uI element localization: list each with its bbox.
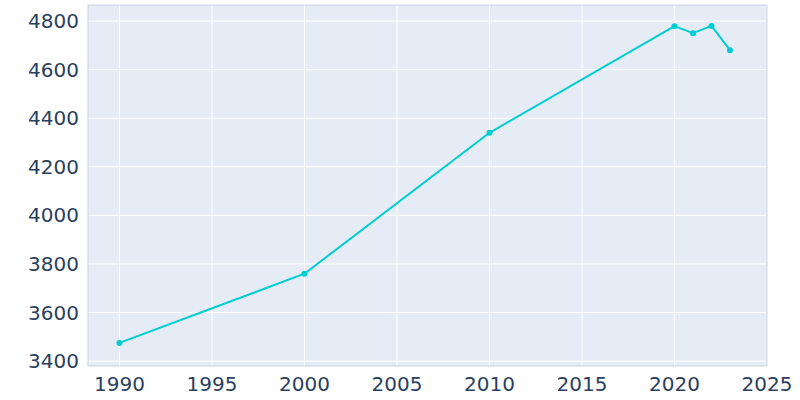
marker <box>690 30 696 36</box>
marker <box>708 23 714 29</box>
chart-svg: 1990 1995 2000 2005 2010 2015 2020 2025 3400 3600… <box>0 0 800 400</box>
line <box>119 26 730 343</box>
y-grid-line <box>88 263 767 264</box>
x-grid-line <box>396 5 397 366</box>
y-tick-label: 4400 <box>28 106 79 130</box>
x-tick-label: 1990 <box>94 372 145 396</box>
x-grid-line <box>674 5 675 366</box>
grid <box>88 5 767 366</box>
x-grid-line <box>581 5 582 366</box>
marker <box>301 271 307 277</box>
x-grid-line <box>211 5 212 366</box>
y-tick-label: 4000 <box>28 203 79 227</box>
y-grid-line <box>88 118 767 119</box>
x-tick-label: 1995 <box>187 372 238 396</box>
y-tick-label: 3800 <box>28 252 79 276</box>
y-tick-label: 3600 <box>28 301 79 325</box>
x-tick-label: 2025 <box>742 372 793 396</box>
y-grid-line <box>88 69 767 70</box>
y-grid-line <box>88 21 767 22</box>
x-grid-line <box>489 5 490 366</box>
x-grid-line <box>304 5 305 366</box>
series <box>116 23 733 346</box>
y-grid-line <box>88 166 767 167</box>
x-tick-label: 2020 <box>649 372 700 396</box>
x-tick-label: 2000 <box>279 372 330 396</box>
marker <box>486 130 492 136</box>
y-tick-label: 3400 <box>28 349 79 373</box>
y-grid-line <box>88 312 767 313</box>
plot-background <box>88 5 767 366</box>
y-grid-line <box>88 361 767 362</box>
marker <box>727 47 733 53</box>
x-tick-label: 2010 <box>464 372 515 396</box>
plot-frame <box>88 5 767 366</box>
y-grid-line <box>88 215 767 216</box>
chart-container: 1990 1995 2000 2005 2010 2015 2020 2025 3400 3600… <box>0 0 800 400</box>
tick-labels: 1990 1995 2000 2005 2010 2015 2020 2025 3400 3600… <box>28 9 792 396</box>
x-tick-label: 2005 <box>372 372 423 396</box>
x-grid-line <box>119 5 120 366</box>
marker <box>116 340 122 346</box>
y-tick-label: 4800 <box>28 9 79 33</box>
x-tick-label: 2015 <box>557 372 608 396</box>
y-tick-label: 4200 <box>28 155 79 179</box>
y-tick-label: 4600 <box>28 58 79 82</box>
marker <box>671 23 677 29</box>
